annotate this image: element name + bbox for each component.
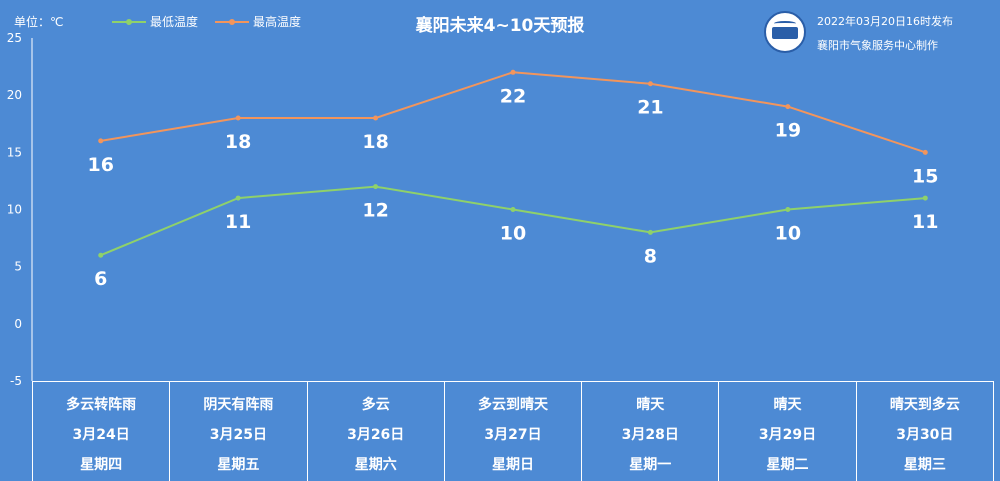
- forecast-weather: 多云: [361, 397, 390, 413]
- data-label: 18: [225, 131, 251, 153]
- forecast-weekday: 星期三: [903, 457, 946, 473]
- data-label: 16: [87, 154, 113, 176]
- chart-title: 襄阳未来4~10天预报: [415, 16, 585, 36]
- forecast-date: 3月27日: [484, 427, 542, 443]
- forecast-weather: 阴天有阵雨: [203, 397, 274, 413]
- forecast-weather: 晴天到多云: [889, 397, 960, 413]
- unit-label: 单位：℃: [14, 15, 64, 29]
- y-tick-label: 5: [14, 260, 22, 274]
- data-label: 10: [500, 223, 526, 245]
- data-label: 8: [644, 245, 657, 267]
- forecast-date: 3月28日: [621, 427, 679, 443]
- forecast-date: 3月29日: [758, 427, 817, 443]
- data-label: 19: [775, 120, 801, 142]
- forecast-weekday: 星期五: [217, 457, 260, 473]
- data-point: [922, 149, 928, 155]
- forecast-date: 3月24日: [72, 427, 130, 443]
- y-tick-label: 15: [7, 145, 22, 159]
- legend-low: 最低温度: [112, 13, 198, 30]
- forecast-weekday: 星期二: [766, 457, 809, 473]
- data-point: [98, 138, 104, 144]
- data-label: 21: [637, 97, 663, 119]
- forecast-weather: 多云转阵雨: [66, 397, 137, 413]
- forecast-day: 阴天有阵雨 3月25日星期五: [170, 382, 308, 481]
- data-label: 18: [362, 131, 388, 153]
- data-label: 12: [362, 200, 388, 222]
- forecast-date: 3月30日: [896, 427, 954, 443]
- data-point: [235, 195, 241, 201]
- data-point: [373, 115, 379, 121]
- data-label: 11: [912, 211, 938, 233]
- forecast-day: 晴天 3月28日星期一: [582, 382, 720, 481]
- data-point: [647, 229, 653, 235]
- legend-low-label: 最低温度: [150, 15, 199, 29]
- y-tick-label: 0: [14, 317, 22, 331]
- y-tick-label: 25: [7, 31, 22, 45]
- data-point: [785, 104, 791, 110]
- data-label: 10: [775, 223, 801, 245]
- forecast-weekday: 星期六: [354, 457, 397, 473]
- legend-low-marker: [112, 18, 146, 25]
- data-point: [647, 81, 653, 87]
- y-tick-label: -5: [10, 374, 22, 388]
- forecast-date: 3月25日: [209, 427, 268, 443]
- forecast-date: 3月26日: [347, 427, 405, 443]
- data-point: [373, 184, 379, 190]
- data-label: 11: [225, 211, 251, 233]
- y-tick-label: 20: [7, 88, 22, 102]
- forecast-weekday: 星期日: [491, 457, 534, 473]
- publish-time: 2022年03月20日16时发布: [817, 15, 953, 28]
- legend-high: 最高温度: [215, 13, 301, 30]
- legend-high-label: 最高温度: [253, 15, 302, 29]
- forecast-day: 多云转阵雨 3月24日星期四: [33, 382, 171, 481]
- data-point: [510, 69, 516, 75]
- forecast-weather: 多云到晴天: [477, 397, 548, 413]
- forecast-weekday: 星期四: [80, 457, 123, 473]
- forecast-weather: 晴天: [636, 397, 665, 413]
- forecast-weather: 晴天: [773, 397, 802, 413]
- weather-service-logo-icon: [764, 11, 806, 53]
- forecast-day: 晴天到多云 3月30日星期三: [857, 382, 994, 481]
- data-point: [510, 207, 516, 212]
- data-label: 22: [500, 85, 526, 107]
- forecast-table: 多云转阵雨 3月24日星期四 阴天有阵雨 3月25日星期五 多云 3月26日星期六 多云到晴…: [32, 381, 994, 481]
- publisher: 襄阳市气象服务中心制作: [817, 39, 938, 52]
- data-point: [922, 195, 928, 201]
- data-point: [235, 115, 241, 121]
- y-tick-label: 10: [7, 203, 22, 217]
- data-point: [785, 207, 791, 212]
- forecast-weekday: 星期一: [629, 457, 672, 473]
- data-point: [98, 252, 104, 258]
- data-label: 6: [94, 268, 107, 290]
- forecast-day: 多云到晴天 3月27日星期日: [445, 382, 583, 481]
- data-label: 15: [912, 165, 938, 187]
- forecast-day: 多云 3月26日星期六: [308, 382, 445, 481]
- forecast-day: 晴天 3月29日星期二: [719, 382, 857, 481]
- legend-high-marker: [215, 18, 249, 25]
